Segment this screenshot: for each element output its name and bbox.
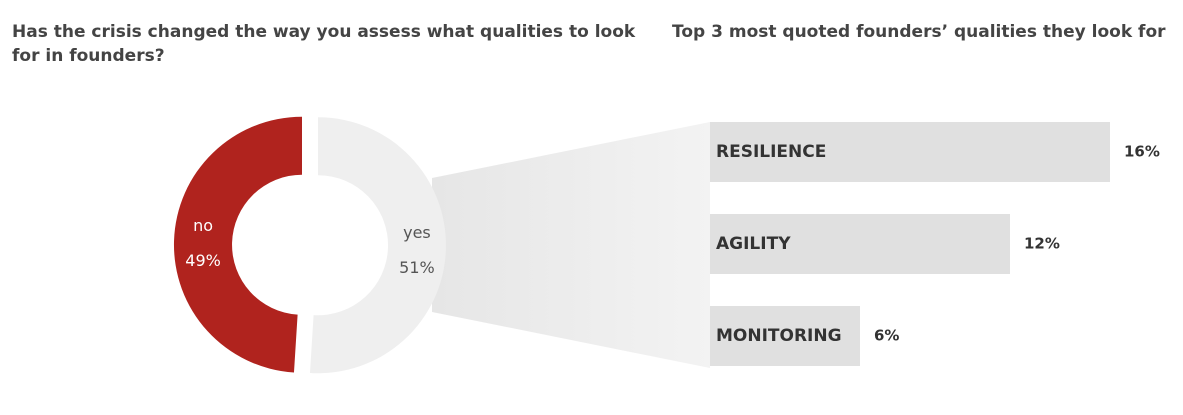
connector: [432, 122, 710, 368]
slice-label: yes: [403, 223, 431, 242]
bar-title: Top 3 most quoted founders’ qualities th…: [672, 22, 1166, 42]
bar-category: MONITORING: [716, 326, 842, 346]
bar-value: 6%: [874, 327, 899, 345]
bar: [710, 306, 860, 366]
bar-value: 16%: [1124, 143, 1160, 161]
bar-value: 12%: [1024, 235, 1060, 253]
bar: [710, 214, 1010, 274]
bar-category: AGILITY: [716, 234, 791, 254]
slice-label: no: [193, 216, 213, 235]
pie-slice: [173, 116, 302, 373]
pie-slice: [309, 117, 446, 374]
pie-title: Has the crisis changed the way you asses…: [12, 22, 636, 66]
slice-value: 51%: [399, 258, 435, 277]
bar-category: RESILIENCE: [716, 142, 826, 162]
slice-value: 49%: [185, 251, 221, 270]
bar: [710, 122, 1110, 182]
